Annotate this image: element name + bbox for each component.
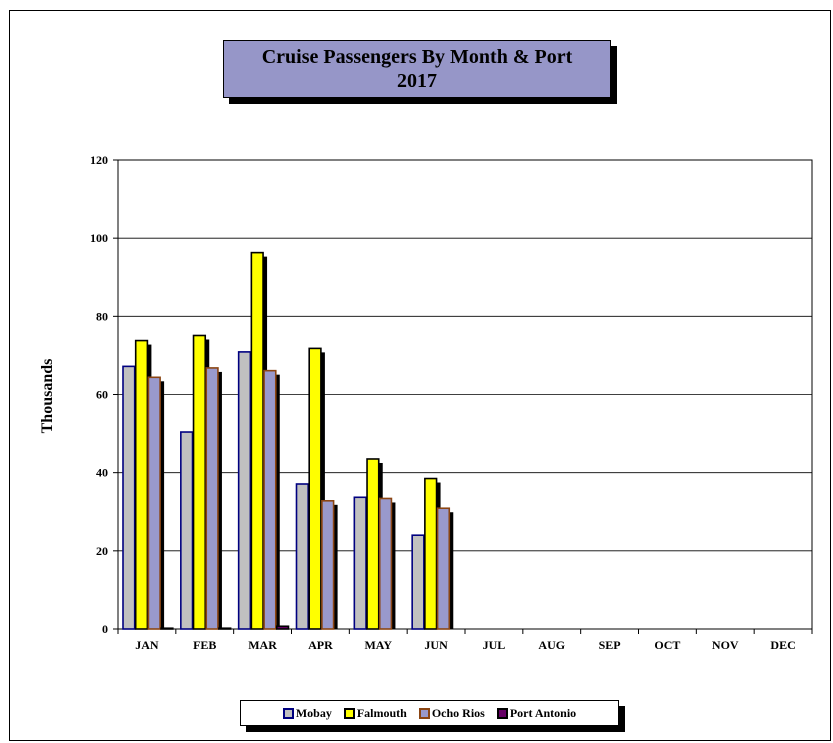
bar-mobay	[295, 483, 309, 630]
legend-item: Port Antonio	[496, 705, 577, 721]
legend-label: Mobay	[295, 705, 332, 720]
bar-port-antonio	[218, 627, 232, 630]
y-tick-label: 60	[96, 388, 108, 402]
legend-label: Ocho Rios	[431, 705, 485, 720]
bar-mobay	[411, 534, 425, 630]
y-tick-label: 100	[90, 231, 108, 245]
y-tick-label: 20	[96, 544, 108, 558]
bar-falmouth	[192, 334, 207, 630]
bar-ocho-rios	[436, 507, 451, 630]
x-tick-label: MAR	[248, 638, 277, 652]
bar-falmouth	[308, 347, 322, 630]
legend-item: Ocho Rios	[418, 705, 485, 721]
bar-mobay	[353, 496, 367, 630]
y-axis-label: Thousands	[39, 359, 56, 434]
x-tick-label: JAN	[135, 638, 159, 652]
x-tick-label: AUG	[538, 638, 565, 652]
bar-ocho-rios	[378, 497, 393, 630]
axes: 0 20 40 60 80 100 120 JAN FEB MAR APR MAY JUN JUL AUG S…	[90, 153, 813, 652]
y-tick-label: 40	[96, 466, 108, 480]
x-tick-label: FEB	[193, 638, 216, 652]
bar-mobay	[122, 365, 136, 630]
x-tick-label: JUL	[483, 638, 506, 652]
x-tick-label: APR	[308, 638, 333, 652]
bar-port-antonio	[160, 627, 174, 630]
bar-ocho-rios	[147, 376, 161, 630]
bars	[122, 251, 454, 630]
chart-title-box: Cruise Passengers By Month & Port 2017	[223, 40, 611, 98]
x-tick-label: OCT	[654, 638, 680, 652]
bar-ocho-rios	[321, 500, 335, 630]
y-tick-label: 120	[90, 153, 108, 167]
x-tick-label: JUN	[424, 638, 448, 652]
bar-ocho-rios	[205, 367, 219, 630]
bar-port-antonio	[275, 625, 290, 630]
legend-item: Falmouth	[343, 705, 407, 721]
legend-swatch	[418, 707, 430, 719]
legend-item: Mobay	[282, 705, 332, 721]
bar-mobay	[237, 351, 252, 630]
bar-ocho-rios	[263, 369, 277, 630]
x-tick-label: NOV	[712, 638, 739, 652]
bar-mobay	[180, 431, 194, 630]
x-tick-label: DEC	[770, 638, 795, 652]
legend: Mobay Falmouth Ocho Rios Port Antonio	[240, 700, 619, 726]
gridlines	[117, 159, 813, 630]
chart-title: Cruise Passengers By Month & Port	[261, 46, 573, 68]
legend-swatch	[496, 707, 508, 719]
bar-falmouth	[366, 458, 380, 630]
legend-swatch	[282, 707, 294, 719]
bar-falmouth	[424, 477, 438, 630]
y-tick-label: 0	[102, 622, 108, 636]
bar-falmouth	[134, 339, 149, 630]
chart-subtitle: 2017	[397, 70, 437, 92]
legend-swatch	[343, 707, 355, 719]
x-tick-label: SEP	[599, 638, 621, 652]
bar-falmouth	[250, 251, 264, 630]
y-tick-label: 80	[96, 309, 108, 323]
legend-label: Port Antonio	[509, 705, 577, 720]
x-tick-label: MAY	[364, 638, 392, 652]
legend-label: Falmouth	[356, 705, 407, 720]
